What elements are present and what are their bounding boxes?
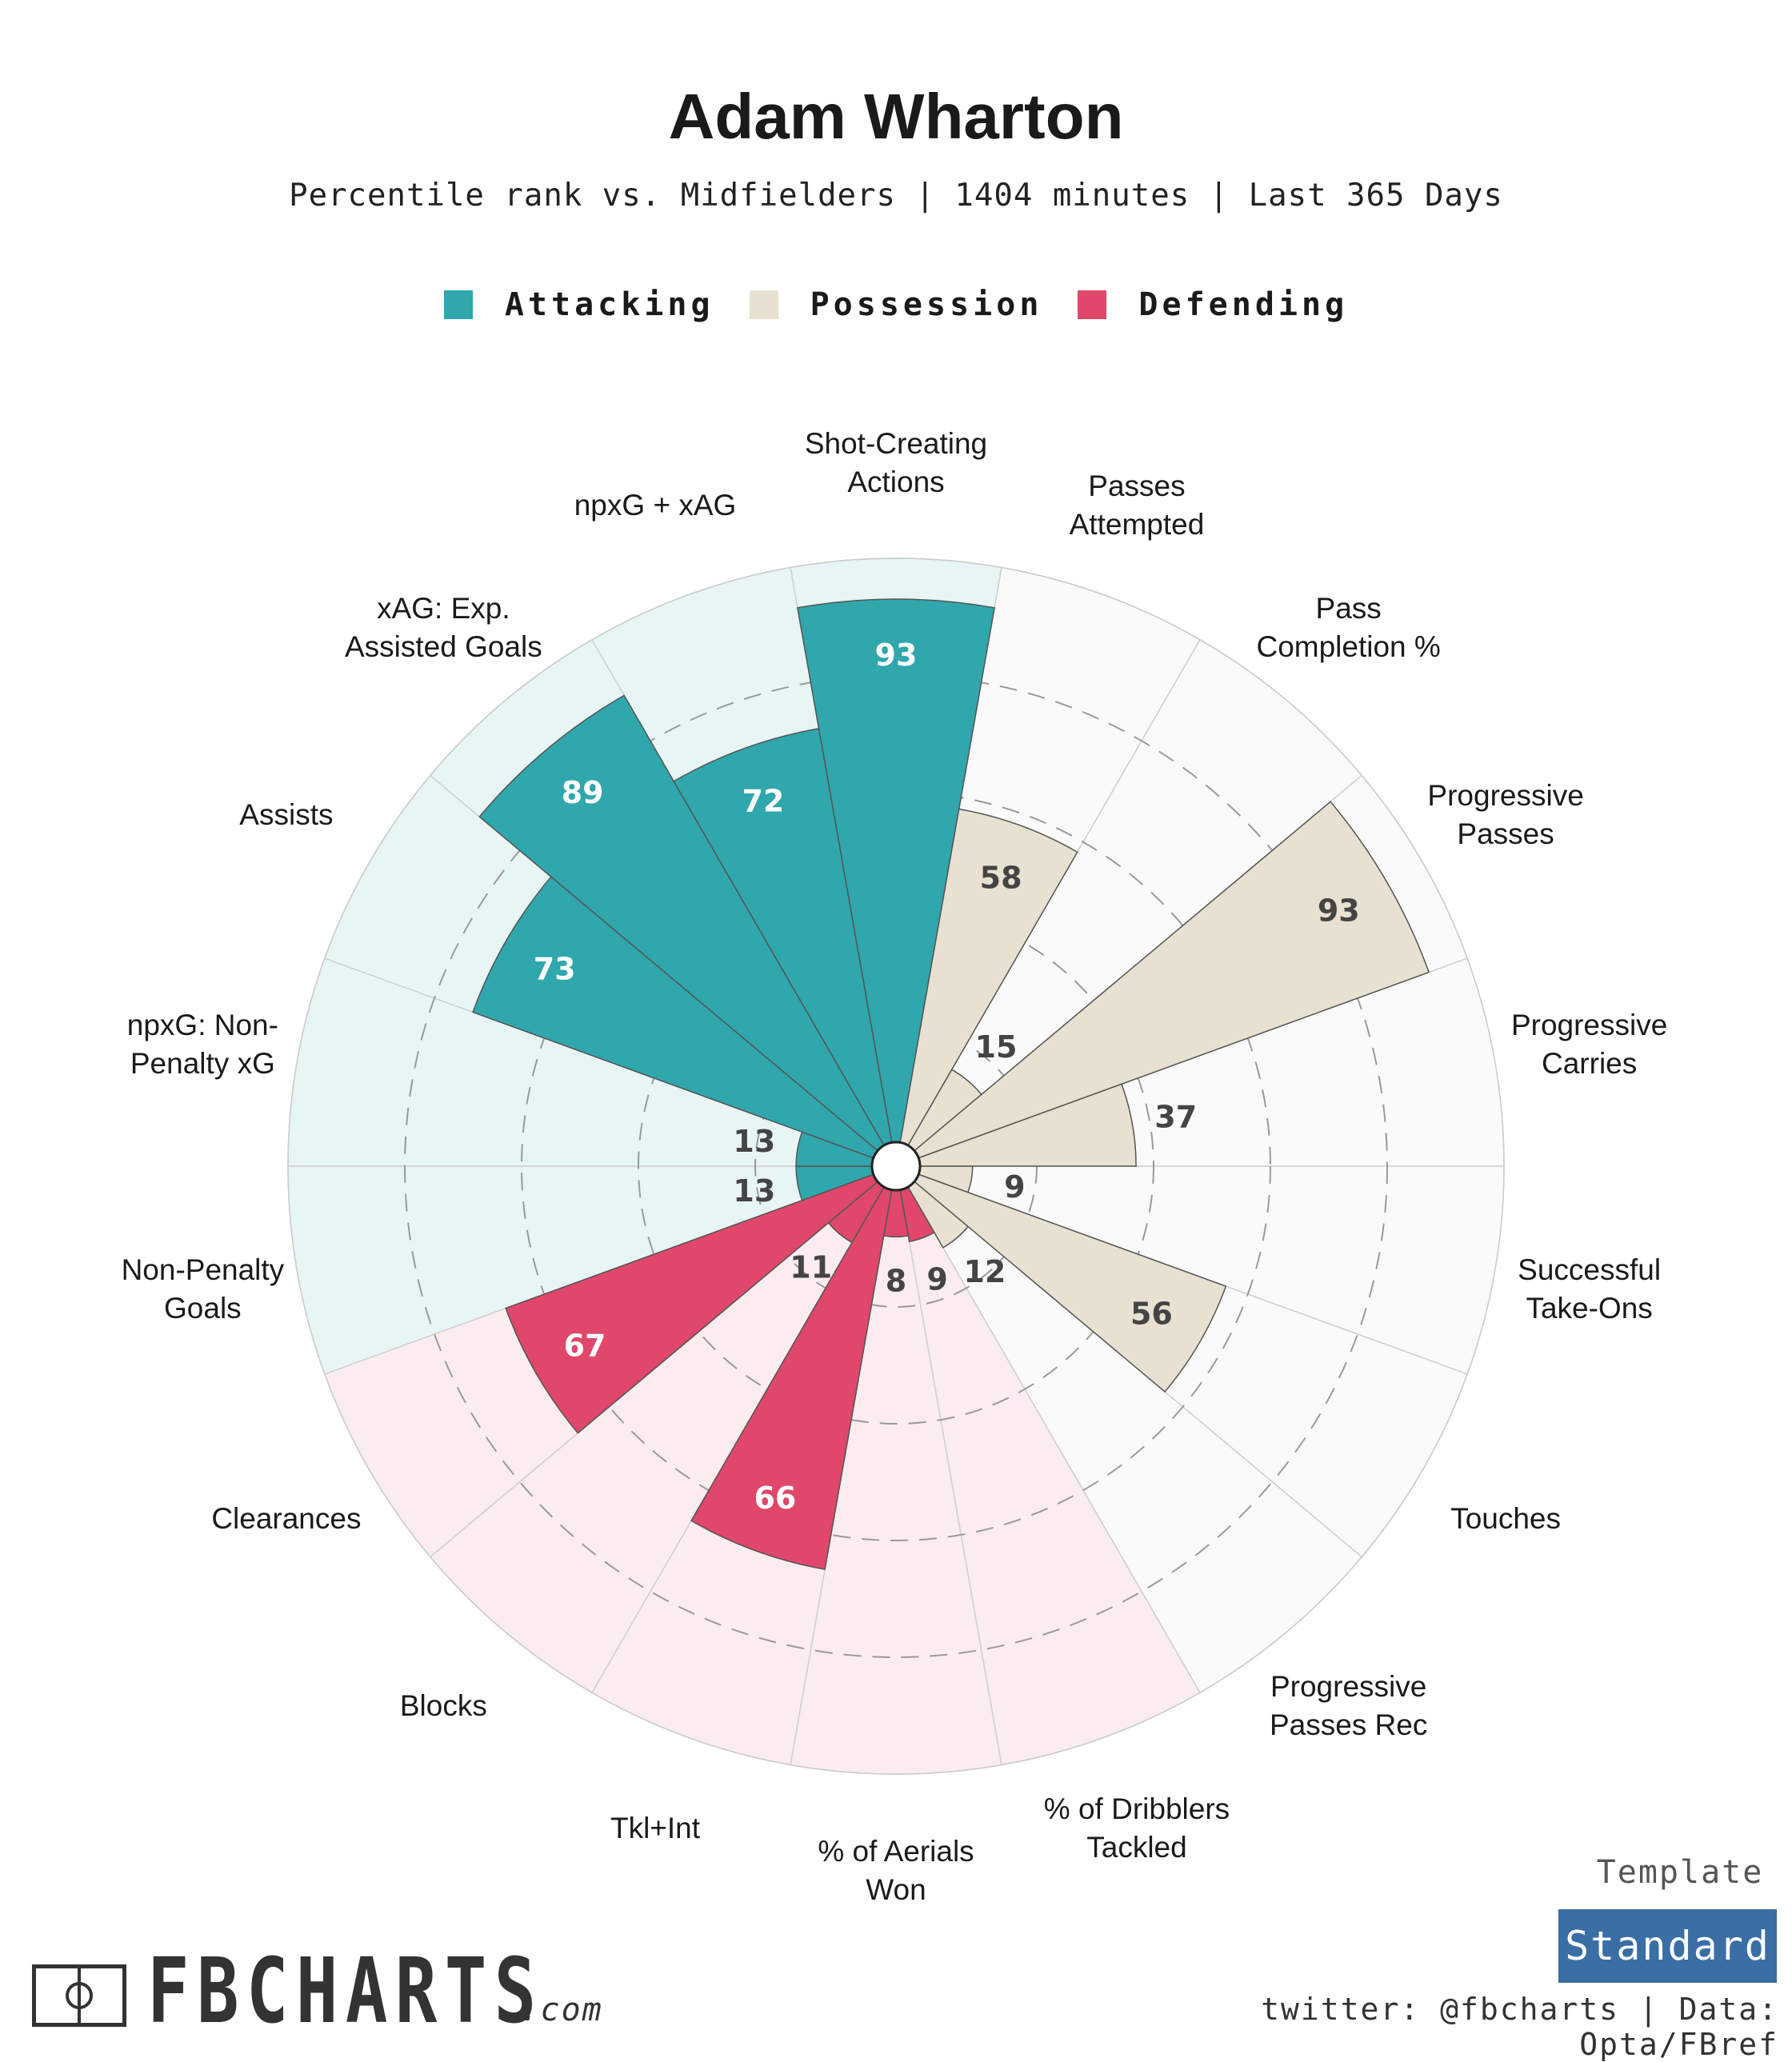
category-label-non-penalty-goals: Non-Penalty Goals — [122, 1253, 285, 1324]
category-label-line: Pass — [1316, 591, 1382, 624]
chart-title: Adam Wharton — [668, 81, 1124, 152]
category-label-line: Passes — [1457, 817, 1554, 850]
value-label-progressive-passes-rec: 12 — [963, 1254, 1006, 1289]
category-label-line: npxG + xAG — [574, 489, 737, 521]
category-label-line: Assisted Goals — [345, 629, 542, 662]
category-label-line: Won — [866, 1873, 926, 1906]
category-label-line: Tkl+Int — [610, 1811, 701, 1844]
legend-swatch-attacking — [443, 290, 473, 319]
category-label-line: Successful — [1518, 1253, 1661, 1285]
credits-text: twitter: @fbcharts | Data: Opta/FBref — [1261, 1992, 1778, 2062]
category-label-line: Actions — [847, 466, 944, 498]
category-label-assists: Assists — [239, 798, 333, 831]
value-label-pass-completion: 15 — [975, 1029, 1018, 1065]
legend-item-attacking: Attacking — [443, 286, 714, 323]
category-label-clearances: Clearances — [211, 1502, 361, 1535]
category-label-touches: Touches — [1450, 1502, 1561, 1535]
category-label-line: Non-Penalty — [122, 1253, 285, 1285]
template-standard-button[interactable]: Standard — [1558, 1909, 1777, 1983]
value-label-clearances: 67 — [564, 1329, 606, 1364]
category-label-pass-completion: Pass Completion % — [1256, 591, 1440, 662]
bars — [472, 598, 1430, 1570]
value-label-progressive-passes: 93 — [1318, 893, 1360, 929]
category-label-npxg-xag: npxG + xAG — [574, 489, 737, 521]
category-label-xag-exp-assisted-goals: xAG: Exp. Assisted Goals — [345, 591, 542, 662]
category-label-line: Take-Ons — [1526, 1291, 1652, 1324]
value-label-successful-take-ons: 9 — [1004, 1169, 1025, 1205]
category-label-successful-take-ons: Successful Take-Ons — [1518, 1253, 1661, 1324]
legend-item-defending: Defending — [1078, 286, 1348, 323]
category-label-blocks: Blocks — [400, 1689, 487, 1722]
value-label-shot-creating-actions: 93 — [875, 637, 918, 673]
value-label-progressive-carries: 37 — [1154, 1099, 1197, 1134]
category-label-line: Clearances — [211, 1502, 361, 1535]
category-label-line: Completion % — [1256, 629, 1440, 662]
category-label-line: Attempted — [1070, 508, 1205, 541]
category-label-line: Passes — [1088, 470, 1185, 502]
legend: Attacking Possession Defending — [0, 286, 1792, 323]
category-label-line: Blocks — [400, 1689, 487, 1722]
category-label-line: xAG: Exp. — [377, 591, 510, 624]
category-label-line: npxG: Non- — [127, 1009, 278, 1041]
category-label-progressive-passes-rec: Progressive Passes Rec — [1270, 1670, 1427, 1741]
category-label-line: Progressive — [1511, 1009, 1667, 1041]
category-label-shot-creating-actions: Shot-Creating Actions — [805, 427, 987, 498]
value-label-touches: 56 — [1130, 1296, 1173, 1331]
category-label-line: Penalty xG — [130, 1047, 275, 1080]
category-label-progressive-carries: Progressive Carries — [1511, 1009, 1667, 1080]
category-label-of-dribblers-tackled: % of Dribblers Tackled — [1044, 1792, 1230, 1863]
legend-item-possession: Possession — [749, 286, 1043, 323]
pitch-center-circle — [66, 1982, 93, 2009]
value-label-npxg-non-penalty-xg: 13 — [733, 1124, 775, 1159]
value-label-passes-attempted: 58 — [980, 861, 1022, 896]
value-label-non-penalty-goals: 13 — [733, 1173, 775, 1209]
brand-logo: FBCHARTS .com — [32, 1940, 603, 2044]
category-label-line: Tackled — [1086, 1830, 1186, 1863]
value-label-xag-exp-assisted-goals: 89 — [562, 775, 604, 810]
category-label-line: Assists — [239, 798, 333, 831]
value-label-of-aerials-won: 8 — [886, 1263, 906, 1298]
category-label-npxg-non-penalty-xg: npxG: Non- Penalty xG — [127, 1009, 278, 1080]
chart-subtitle: Percentile rank vs. Midfielders | 1404 m… — [289, 178, 1503, 214]
legend-label-attacking: Attacking — [504, 286, 714, 323]
pitch-icon — [32, 1964, 126, 2027]
category-label-passes-attempted: Passes Attempted — [1070, 470, 1205, 541]
category-label-line: Carries — [1542, 1047, 1637, 1080]
category-label-tkl-int: Tkl+Int — [610, 1811, 701, 1844]
legend-swatch-defending — [1078, 290, 1107, 319]
value-label-of-dribblers-tackled: 9 — [926, 1262, 947, 1297]
outer-ring — [287, 557, 1505, 1775]
center-hole — [870, 1141, 922, 1192]
category-label-line: Goals — [164, 1291, 242, 1324]
value-label-blocks: 11 — [790, 1250, 832, 1285]
value-label-npxg-xag: 72 — [742, 784, 784, 819]
brand-suffix: .com — [519, 1992, 603, 2028]
category-label-line: % of Aerials — [818, 1835, 974, 1868]
category-label-line: Progressive — [1427, 779, 1583, 812]
template-label: Template — [1596, 1854, 1764, 1891]
legend-label-defending: Defending — [1138, 286, 1349, 323]
category-labels: Shot-Creating Actions Passes Attempted Pass C… — [122, 427, 1668, 1906]
category-label-of-aerials-won: % of Aerials Won — [818, 1835, 974, 1906]
category-label-line: Shot-Creating — [805, 427, 987, 460]
category-label-line: Progressive — [1270, 1670, 1426, 1703]
value-label-assists: 73 — [534, 952, 576, 987]
category-label-line: % of Dribblers — [1044, 1792, 1230, 1824]
category-label-progressive-passes: Progressive Passes — [1427, 779, 1583, 850]
legend-label-possession: Possession — [810, 286, 1043, 323]
value-label-tkl-int: 66 — [754, 1481, 796, 1516]
category-label-line: Passes Rec — [1270, 1708, 1427, 1741]
brand-name: FBCHARTS — [147, 1940, 544, 2044]
legend-swatch-possession — [749, 290, 778, 319]
category-label-line: Touches — [1450, 1502, 1561, 1535]
